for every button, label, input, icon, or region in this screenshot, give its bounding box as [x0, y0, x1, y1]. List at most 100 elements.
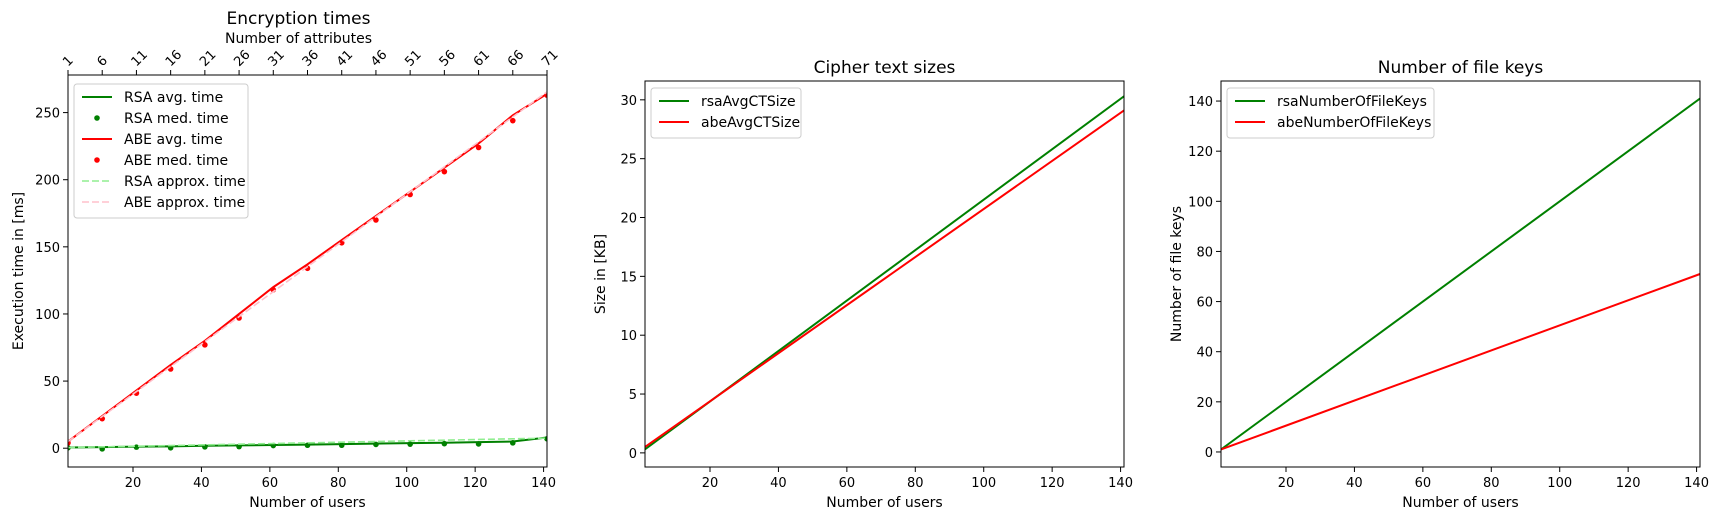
x-tick-label: 100 [394, 476, 419, 491]
x-tick-label: 100 [971, 476, 996, 491]
legend-entry: rsaAvgCTSize [701, 94, 796, 110]
top-x-tick-label: 31 [266, 48, 288, 70]
line-abeavgctsize [645, 109, 1124, 448]
top-x-tick-label: 56 [437, 48, 459, 70]
y-tick-label: 40 [1196, 346, 1213, 361]
legend-entry: ABE avg. time [124, 132, 223, 148]
point-rsa-med-time [475, 441, 482, 447]
y-axis-label: Size in [KB] [593, 234, 609, 314]
legend-marker [94, 115, 100, 121]
top-x-tick-label: 1 [60, 53, 76, 69]
top-x-tick-label: 61 [471, 48, 493, 70]
chart-title: Number of file keys [1378, 58, 1544, 78]
y-axis-label: Execution time in [ms] [11, 192, 27, 350]
legend-entry: RSA approx. time [124, 174, 246, 190]
legend-box [1226, 87, 1435, 139]
y-tick-label: 120 [1188, 145, 1213, 160]
y-tick-label: 80 [1196, 245, 1213, 260]
x-tick-label: 60 [1415, 476, 1432, 491]
legend-entry: abeAvgCTSize [701, 115, 800, 131]
x-tick-label: 60 [839, 476, 856, 491]
y-tick-label: 50 [43, 375, 60, 390]
point-rsa-med-time [133, 444, 140, 450]
x-tick-label: 80 [907, 476, 924, 491]
y-tick-label: 5 [629, 388, 637, 403]
legend-entry: rsaNumberOfFileKeys [1277, 94, 1427, 110]
legend-entry: ABE med. time [124, 153, 228, 169]
top-x-axis-label: Number of attributes [225, 31, 372, 47]
y-tick-label: 0 [1205, 446, 1213, 461]
point-abe-med-time [475, 144, 482, 151]
y-tick-label: 20 [1196, 396, 1213, 411]
x-tick-label: 60 [262, 476, 279, 491]
legend-entry: RSA avg. time [124, 90, 223, 106]
y-tick-label: 30 [620, 94, 637, 109]
top-x-tick-label: 21 [197, 48, 219, 70]
y-tick-label: 140 [1188, 95, 1213, 110]
top-x-tick-label: 71 [539, 48, 561, 70]
x-tick-label: 80 [1483, 476, 1500, 491]
x-tick-label: 140 [531, 476, 556, 491]
y-tick-label: 15 [620, 270, 637, 285]
plot-frame [1220, 80, 1701, 468]
chart-title: Encryption times [227, 9, 371, 29]
x-axis-label: Number of users [1402, 495, 1518, 511]
legend-marker [94, 157, 100, 163]
line-abenumberoffilekeys [1221, 273, 1700, 451]
x-tick-label: 20 [1278, 476, 1295, 491]
x-tick-label: 40 [770, 476, 787, 491]
x-tick-label: 20 [702, 476, 719, 491]
y-tick-label: 150 [35, 241, 60, 256]
y-tick-label: 0 [52, 442, 60, 457]
line-rsanumberoffilekeys [1221, 97, 1700, 451]
top-x-tick-label: 16 [163, 48, 185, 70]
point-rsa-med-time [441, 440, 448, 447]
point-rsa-med-time [304, 442, 311, 449]
x-tick-label: 40 [1346, 476, 1363, 491]
x-tick-label: 140 [1108, 476, 1133, 491]
y-tick-label: 20 [620, 212, 637, 227]
point-rsa-med-time [236, 443, 242, 450]
legend: RSA avg. time RSA med. time ABE avg. time A… [73, 83, 249, 219]
legend: rsaAvgCTSize abeAvgCTSize [650, 87, 802, 139]
plot-area [1221, 97, 1700, 451]
x-tick-label: 120 [463, 476, 488, 491]
y-tick-label: 60 [1196, 296, 1213, 311]
x-tick-label: 140 [1684, 476, 1709, 491]
point-rsa-med-time [407, 441, 413, 447]
x-tick-label: 20 [125, 476, 142, 491]
y-tick-label: 250 [35, 107, 60, 122]
top-x-tick-label: 41 [334, 48, 356, 70]
y-tick-label: 100 [35, 308, 60, 323]
point-rsa-med-time [544, 436, 547, 442]
y-tick-label: 25 [620, 153, 637, 168]
point-rsa-med-time [167, 445, 174, 451]
legend-entry: abeNumberOfFileKeys [1277, 115, 1431, 131]
x-tick-label: 100 [1547, 476, 1572, 491]
point-abe-med-time [202, 342, 208, 348]
point-abe-med-time [373, 217, 379, 223]
line-abe-avg-time [68, 92, 547, 443]
legend-entry: RSA med. time [124, 111, 229, 127]
top-x-tick-label: 6 [94, 53, 110, 69]
top-x-tick-label: 26 [231, 48, 253, 70]
top-x-tick-label: 46 [368, 48, 390, 70]
plot-frame [644, 80, 1125, 468]
x-tick-label: 120 [1040, 476, 1065, 491]
point-abe-med-time [509, 117, 516, 124]
legend-entry: ABE approx. time [124, 195, 245, 211]
y-tick-label: 10 [620, 329, 637, 344]
point-rsa-med-time [338, 442, 345, 449]
x-tick-label: 40 [193, 476, 210, 491]
point-abe-med-time [441, 168, 448, 175]
y-tick-label: 200 [35, 174, 60, 189]
y-tick-label: 100 [1188, 195, 1213, 210]
x-tick-label: 120 [1616, 476, 1641, 491]
legend: rsaNumberOfFileKeys abeNumberOfFileKeys [1226, 87, 1435, 139]
y-tick-label: 0 [629, 447, 637, 462]
y-axis-label: Number of file keys [1169, 206, 1185, 342]
line-abe-approx-time [68, 91, 547, 443]
plot-area [68, 91, 547, 452]
